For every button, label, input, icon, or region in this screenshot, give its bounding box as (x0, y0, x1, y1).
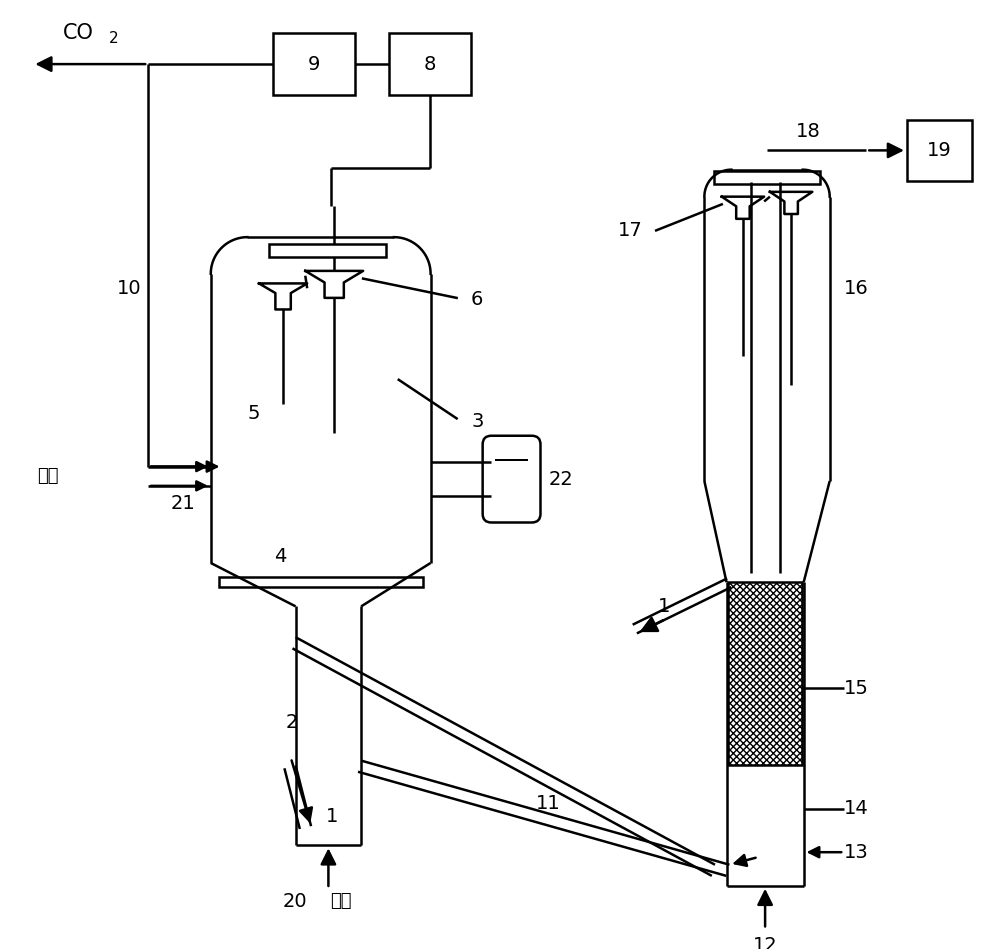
Text: 5: 5 (248, 404, 260, 423)
Text: 12: 12 (753, 937, 777, 949)
Text: 11: 11 (536, 794, 561, 813)
Text: 10: 10 (117, 279, 141, 298)
Bar (714, 171, 820, 184)
FancyBboxPatch shape (483, 436, 540, 523)
Bar (728, 583, 802, 766)
Bar (273, 33, 355, 96)
Text: 氧气: 氧气 (330, 892, 352, 910)
Text: 4: 4 (274, 547, 286, 566)
Text: 14: 14 (844, 799, 869, 818)
Text: CO: CO (63, 23, 94, 43)
Text: 20: 20 (283, 892, 307, 911)
Text: 19: 19 (927, 140, 952, 159)
Text: 氧气: 氧气 (37, 467, 59, 485)
Text: 15: 15 (844, 679, 869, 698)
Text: 1: 1 (658, 597, 670, 616)
Text: 8: 8 (424, 55, 436, 74)
Bar (219, 577, 423, 587)
Bar (389, 33, 471, 96)
Text: 13: 13 (844, 843, 869, 862)
Text: 6: 6 (471, 290, 483, 309)
Text: 22: 22 (548, 470, 573, 489)
Text: 9: 9 (308, 55, 321, 74)
Text: 17: 17 (618, 221, 643, 240)
Text: 21: 21 (170, 493, 195, 512)
Text: 1: 1 (326, 807, 338, 826)
Text: 3: 3 (471, 412, 483, 431)
Bar (269, 244, 386, 257)
Text: 16: 16 (844, 279, 869, 298)
Text: 2: 2 (109, 31, 118, 47)
Text: 18: 18 (796, 121, 821, 140)
Bar (907, 120, 972, 181)
Text: 2: 2 (286, 713, 298, 732)
